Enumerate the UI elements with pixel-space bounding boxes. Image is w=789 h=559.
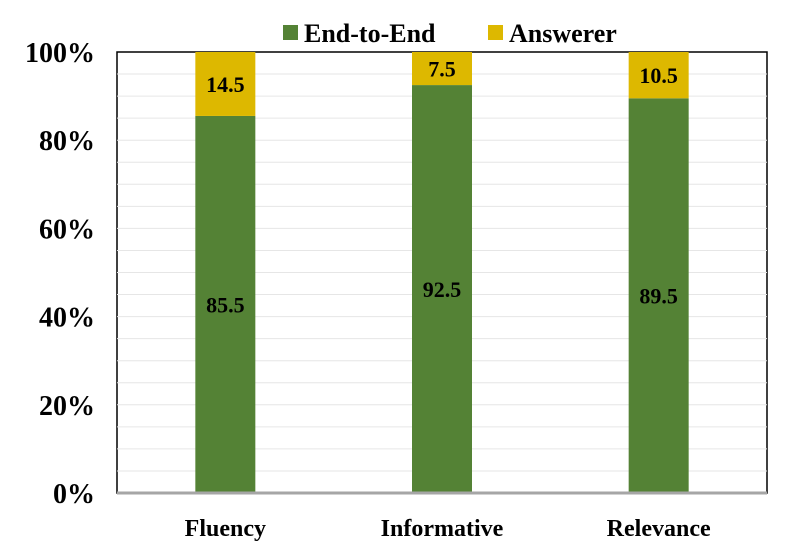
x-tick-label: Fluency (185, 516, 266, 542)
data-label: 89.5 (639, 284, 678, 309)
data-label: 85.5 (206, 292, 245, 317)
bar-segment (195, 52, 256, 116)
legend-swatch (488, 25, 503, 40)
legend: End-to-End Answerer (283, 19, 617, 48)
legend-label: Answerer (509, 19, 617, 48)
data-label: 14.5 (206, 72, 245, 97)
legend-label: End-to-End (304, 19, 436, 48)
bar-segment (195, 115, 256, 493)
bar-segment (412, 52, 472, 86)
bar-segment (628, 98, 689, 494)
legend-swatch (283, 25, 298, 40)
y-tick-label: 0% (53, 479, 95, 510)
x-tick-label: Informative (381, 516, 504, 542)
bar-segment (628, 52, 689, 99)
data-label: 7.5 (428, 57, 456, 82)
y-tick-label: 40% (39, 303, 95, 334)
y-tick-label: 60% (39, 214, 95, 245)
data-label: 10.5 (639, 63, 678, 88)
y-tick-label: 20% (39, 391, 95, 422)
y-tick-label: 80% (39, 126, 95, 157)
axes: 0% 20% 40% 60% 80% 100% Fluency Informative Rele… (25, 38, 767, 542)
bar-segment (412, 85, 472, 493)
data-labels: 85.5 14.5 92.5 7.5 89.5 10.5 (206, 57, 678, 318)
bars (195, 52, 689, 494)
data-label: 92.5 (423, 277, 462, 302)
y-tick-label: 100% (25, 38, 95, 69)
x-tick-label: Relevance (607, 516, 711, 542)
